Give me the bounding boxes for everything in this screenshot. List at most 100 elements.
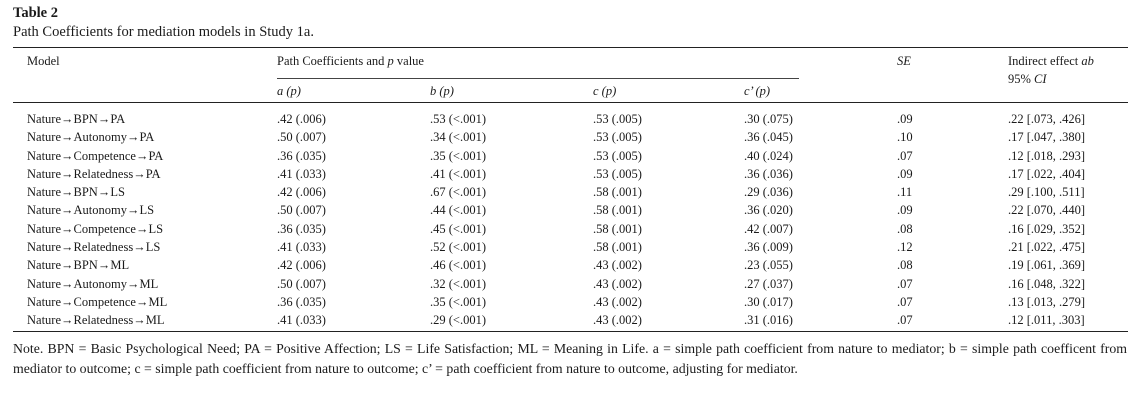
header-path-coefficients-text: Path Coefficients and	[277, 54, 388, 68]
cell-c: .58 (.001)	[593, 185, 642, 200]
header-b: b (p)	[430, 83, 454, 99]
table-row: Nature→Competence→PA .36 (.035) .35 (<.0…	[0, 147, 1141, 165]
cell-se: .10	[897, 130, 913, 145]
cell-c: .58 (.001)	[593, 203, 642, 218]
table-label: Table 2	[13, 5, 58, 21]
cell-a: .36 (.035)	[277, 221, 326, 236]
cell-cprime: .36 (.045)	[744, 130, 793, 145]
cell-c: .43 (.002)	[593, 313, 642, 328]
header-bottom-rule	[13, 102, 1128, 103]
header-group-rule	[277, 78, 799, 79]
cell-a: .50 (.007)	[277, 203, 326, 218]
cell-model: Nature→Autonomy→LS	[27, 203, 155, 218]
header-ci-text: CI	[1034, 72, 1047, 86]
cell-se: .11	[897, 185, 913, 200]
table-row: Nature→Relatedness→PA .41 (.033) .41 (<.…	[0, 165, 1141, 183]
table-body: Nature→BPN→PA .42 (.006) .53 (<.001) .53…	[0, 110, 1141, 330]
header-cprime-close: )	[765, 84, 771, 98]
cell-b: .44 (<.001)	[430, 203, 486, 218]
cell-c: .53 (.005)	[593, 166, 642, 181]
cell-b: .32 (<.001)	[430, 276, 486, 291]
table-row: Nature→BPN→LS .42 (.006) .67 (<.001) .58…	[0, 183, 1141, 201]
cell-model: Nature→Relatedness→ML	[27, 313, 165, 328]
cell-model: Nature→Relatedness→PA	[27, 166, 161, 181]
cell-c: .53 (.005)	[593, 112, 642, 126]
cell-c: .53 (.005)	[593, 130, 642, 145]
cell-se: .07	[897, 148, 913, 163]
cell-b: .52 (<.001)	[430, 240, 486, 255]
table-row: Nature→Autonomy→LS .50 (.007) .44 (<.001…	[0, 201, 1141, 219]
header-c-close: )	[612, 84, 617, 98]
cell-a: .50 (.007)	[277, 130, 326, 145]
header-indirect-effect-ab: ab	[1081, 54, 1094, 68]
table-row: Nature→Autonomy→PA .50 (.007) .34 (<.001…	[0, 128, 1141, 146]
cell-b: .41 (<.001)	[430, 166, 486, 181]
cell-model: Nature→Relatedness→LS	[27, 240, 161, 255]
cell-cprime: .30 (.017)	[744, 294, 793, 309]
cell-model: Nature→Competence→PA	[27, 148, 164, 163]
cell-cprime: .42 (.007)	[744, 221, 793, 236]
cell-se: .08	[897, 221, 913, 236]
table-note: Note. BPN = Basic Psychological Need; PA…	[13, 341, 1127, 376]
cell-indirect-effect: .13 [.013, .279]	[1008, 294, 1086, 309]
header-model: Model	[27, 54, 60, 68]
cell-a: .36 (.035)	[277, 148, 326, 163]
cell-se: .07	[897, 294, 913, 309]
cell-model: Nature→Autonomy→ML	[27, 276, 159, 291]
cell-indirect-effect: .12 [.011, .303]	[1008, 313, 1085, 328]
cell-b: .35 (<.001)	[430, 148, 486, 163]
table-row: Nature→BPN→PA .42 (.006) .53 (<.001) .53…	[0, 110, 1141, 128]
cell-c: .43 (.002)	[593, 258, 642, 273]
header-ci-prefix: 95%	[1008, 72, 1035, 86]
header-path-coefficients-p: p	[387, 54, 394, 68]
header-a-label: a (	[277, 84, 291, 98]
cell-c: .43 (.002)	[593, 294, 642, 309]
cell-a: .36 (.035)	[277, 294, 326, 309]
cell-a: .41 (.033)	[277, 240, 326, 255]
header-a: a (p)	[277, 83, 301, 99]
cell-b: .35 (<.001)	[430, 294, 486, 309]
cell-model: Nature→Autonomy→PA	[27, 130, 155, 145]
cell-b: .53 (<.001)	[430, 112, 486, 126]
cell-model: Nature→Competence→ML	[27, 294, 168, 309]
cell-model: Nature→BPN→PA	[27, 112, 126, 126]
cell-indirect-effect: .29 [.100, .511]	[1008, 185, 1085, 200]
table-row: Nature→Competence→ML .36 (.035) .35 (<.0…	[0, 293, 1141, 311]
cell-cprime: .27 (.037)	[744, 276, 793, 291]
cell-a: .41 (.033)	[277, 313, 326, 328]
cell-a: .42 (.006)	[277, 258, 326, 273]
header-b-close: )	[449, 84, 454, 98]
header-c-p: p	[605, 84, 613, 98]
cell-cprime: .36 (.009)	[744, 240, 793, 255]
cell-c: .53 (.005)	[593, 148, 642, 163]
header-a-close: )	[296, 84, 301, 98]
cell-c: .43 (.002)	[593, 276, 642, 291]
header-a-p: p	[290, 84, 297, 98]
cell-model: Nature→BPN→ML	[27, 258, 130, 273]
header-se-text: SE	[897, 54, 911, 68]
cell-se: .07	[897, 276, 913, 291]
cell-a: .42 (.006)	[277, 185, 326, 200]
cell-a: .41 (.033)	[277, 166, 326, 181]
cell-cprime: .36 (.020)	[744, 203, 793, 218]
header-path-coefficients-suffix: value	[393, 54, 424, 68]
table-top-rule	[13, 47, 1128, 48]
cell-indirect-effect: .21 [.022, .475]	[1008, 240, 1086, 255]
cell-cprime: .29 (.036)	[744, 185, 793, 200]
cell-b: .29 (<.001)	[430, 313, 486, 328]
cell-se: .12	[897, 240, 913, 255]
cell-cprime: .30 (.075)	[744, 112, 793, 126]
header-indirect-effect-text: Indirect effect	[1008, 54, 1082, 68]
header-cprime: c’ (p)	[744, 83, 770, 99]
cell-a: .50 (.007)	[277, 276, 326, 291]
cell-b: .45 (<.001)	[430, 221, 486, 236]
cell-c: .58 (.001)	[593, 221, 642, 236]
cell-model: Nature→BPN→LS	[27, 185, 125, 200]
cell-se: .07	[897, 313, 913, 328]
cell-c: .58 (.001)	[593, 240, 642, 255]
cell-model: Nature→Competence→LS	[27, 221, 164, 236]
cell-a: .42 (.006)	[277, 112, 326, 126]
cell-indirect-effect: .16 [.048, .322]	[1008, 276, 1086, 291]
cell-se: .09	[897, 203, 913, 218]
header-b-p: p	[443, 84, 450, 98]
